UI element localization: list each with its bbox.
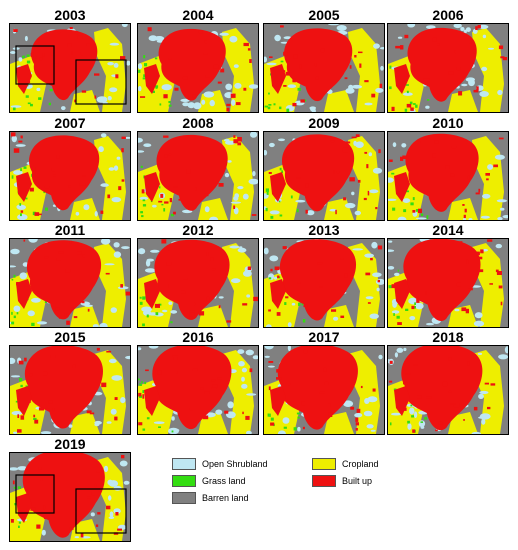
map-panel-2018: 2018 bbox=[385, 330, 511, 439]
map-panel-2007: 2007 bbox=[6, 116, 134, 225]
land-cover-layers bbox=[138, 24, 258, 112]
land-cover-map-svg bbox=[388, 346, 508, 434]
land-cover-map bbox=[137, 23, 259, 113]
land-cover-layers bbox=[10, 453, 130, 541]
panel-year-title: 2015 bbox=[54, 329, 86, 345]
land-cover-layers bbox=[138, 239, 258, 327]
land-cover-map bbox=[387, 131, 509, 221]
land-cover-map bbox=[387, 345, 509, 435]
panel-year-title: 2016 bbox=[182, 329, 214, 345]
map-panel-2016: 2016 bbox=[134, 330, 262, 439]
panel-year-title: 2005 bbox=[308, 7, 340, 23]
land-cover-layers bbox=[138, 346, 258, 434]
land-cover-layers bbox=[388, 346, 508, 434]
land-cover-layers bbox=[388, 24, 508, 112]
panel-year-title: 2006 bbox=[432, 7, 464, 23]
panel-year-title: 2018 bbox=[432, 329, 464, 345]
land-cover-map-svg bbox=[264, 24, 384, 112]
map-panel-2014: 2014 bbox=[385, 223, 511, 332]
land-cover-map bbox=[263, 23, 385, 113]
land-cover-map bbox=[9, 345, 131, 435]
map-panel-2003: 2003 bbox=[6, 8, 134, 117]
land-cover-map-svg bbox=[264, 239, 384, 327]
map-panel-2008: 2008 bbox=[134, 116, 262, 225]
map-panel-2012: 2012 bbox=[134, 223, 262, 332]
panel-year-title: 2011 bbox=[54, 222, 86, 238]
land-cover-map-svg bbox=[10, 132, 130, 220]
panel-year-title: 2013 bbox=[308, 222, 340, 238]
panel-year-title: 2012 bbox=[182, 222, 214, 238]
land-cover-map bbox=[263, 238, 385, 328]
map-panel-2004: 2004 bbox=[134, 8, 262, 117]
land-cover-layers bbox=[264, 24, 384, 112]
land-cover-map-svg bbox=[138, 346, 258, 434]
land-cover-map-svg bbox=[138, 239, 258, 327]
land-cover-map bbox=[263, 131, 385, 221]
panel-year-title: 2017 bbox=[308, 329, 340, 345]
land-cover-map-svg bbox=[138, 24, 258, 112]
zoom-box-east bbox=[75, 59, 127, 105]
land-cover-map bbox=[137, 131, 259, 221]
map-panel-2010: 2010 bbox=[385, 116, 511, 225]
panel-year-title: 2004 bbox=[182, 7, 214, 23]
zoom-box-east bbox=[75, 488, 127, 534]
land-cover-layers bbox=[388, 239, 508, 327]
panel-year-title: 2007 bbox=[54, 115, 86, 131]
land-cover-map-svg bbox=[264, 346, 384, 434]
map-panel-2013: 2013 bbox=[260, 223, 388, 332]
panel-year-title: 2019 bbox=[54, 436, 86, 452]
land-cover-layers bbox=[388, 132, 508, 220]
land-cover-map bbox=[387, 23, 509, 113]
zoom-box-west bbox=[15, 45, 55, 85]
map-panel-2006: 2006 bbox=[385, 8, 511, 117]
land-cover-map bbox=[137, 238, 259, 328]
land-cover-map bbox=[387, 238, 509, 328]
land-cover-map bbox=[9, 238, 131, 328]
land-cover-map bbox=[263, 345, 385, 435]
land-cover-map-svg bbox=[138, 132, 258, 220]
land-cover-map-svg bbox=[388, 239, 508, 327]
land-cover-layers bbox=[264, 132, 384, 220]
land-cover-map-svg bbox=[10, 239, 130, 327]
land-cover-map-svg bbox=[264, 132, 384, 220]
land-cover-map-svg bbox=[388, 24, 508, 112]
land-cover-map-svg bbox=[10, 24, 130, 112]
map-panel-2019: 2019 bbox=[6, 437, 134, 546]
panel-year-title: 2010 bbox=[432, 115, 464, 131]
land-cover-layers bbox=[10, 24, 130, 112]
panel-year-title: 2003 bbox=[54, 7, 86, 23]
panel-year-title: 2014 bbox=[432, 222, 464, 238]
land-cover-layers bbox=[10, 239, 130, 327]
land-cover-layers bbox=[10, 346, 130, 434]
land-cover-map-svg bbox=[388, 132, 508, 220]
map-panel-2009: 2009 bbox=[260, 116, 388, 225]
land-cover-layers bbox=[10, 132, 130, 220]
map-panel-2015: 2015 bbox=[6, 330, 134, 439]
map-panel-2011: 2011 bbox=[6, 223, 134, 332]
land-cover-map bbox=[9, 23, 131, 113]
land-cover-layers bbox=[264, 346, 384, 434]
land-cover-map bbox=[9, 452, 131, 542]
land-cover-map-svg bbox=[10, 346, 130, 434]
land-cover-map-svg bbox=[10, 453, 130, 541]
land-cover-map bbox=[9, 131, 131, 221]
map-panel-2005: 2005 bbox=[260, 8, 388, 117]
land-cover-map bbox=[137, 345, 259, 435]
land-cover-layers bbox=[264, 239, 384, 327]
map-panel-2017: 2017 bbox=[260, 330, 388, 439]
panel-year-title: 2009 bbox=[308, 115, 340, 131]
panel-year-title: 2008 bbox=[182, 115, 214, 131]
zoom-box-west bbox=[15, 474, 55, 514]
land-cover-layers bbox=[138, 132, 258, 220]
